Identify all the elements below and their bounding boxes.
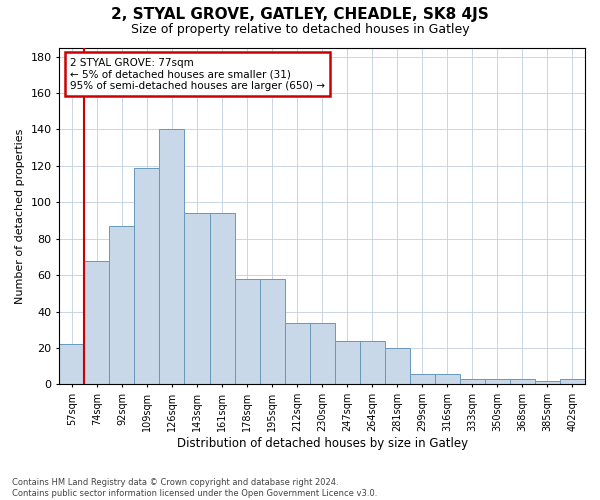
- Bar: [85, 260, 109, 384]
- Bar: [184, 213, 209, 384]
- Bar: [260, 279, 284, 384]
- Bar: [59, 344, 85, 385]
- Text: 2, STYAL GROVE, GATLEY, CHEADLE, SK8 4JS: 2, STYAL GROVE, GATLEY, CHEADLE, SK8 4JS: [111, 8, 489, 22]
- Text: Size of property relative to detached houses in Gatley: Size of property relative to detached ho…: [131, 22, 469, 36]
- Bar: [160, 130, 184, 384]
- Bar: [209, 213, 235, 384]
- Bar: [335, 340, 360, 384]
- Bar: [109, 226, 134, 384]
- Bar: [310, 322, 335, 384]
- Bar: [134, 168, 160, 384]
- Bar: [360, 340, 385, 384]
- Bar: [385, 348, 410, 385]
- Bar: [410, 374, 435, 384]
- Bar: [485, 379, 510, 384]
- Bar: [435, 374, 460, 384]
- X-axis label: Distribution of detached houses by size in Gatley: Distribution of detached houses by size …: [176, 437, 468, 450]
- Y-axis label: Number of detached properties: Number of detached properties: [15, 128, 25, 304]
- Bar: [284, 322, 310, 384]
- Bar: [535, 381, 560, 384]
- Bar: [510, 379, 535, 384]
- Text: 2 STYAL GROVE: 77sqm
← 5% of detached houses are smaller (31)
95% of semi-detach: 2 STYAL GROVE: 77sqm ← 5% of detached ho…: [70, 58, 325, 91]
- Bar: [235, 279, 260, 384]
- Bar: [460, 379, 485, 384]
- Text: Contains HM Land Registry data © Crown copyright and database right 2024.
Contai: Contains HM Land Registry data © Crown c…: [12, 478, 377, 498]
- Bar: [560, 379, 585, 384]
